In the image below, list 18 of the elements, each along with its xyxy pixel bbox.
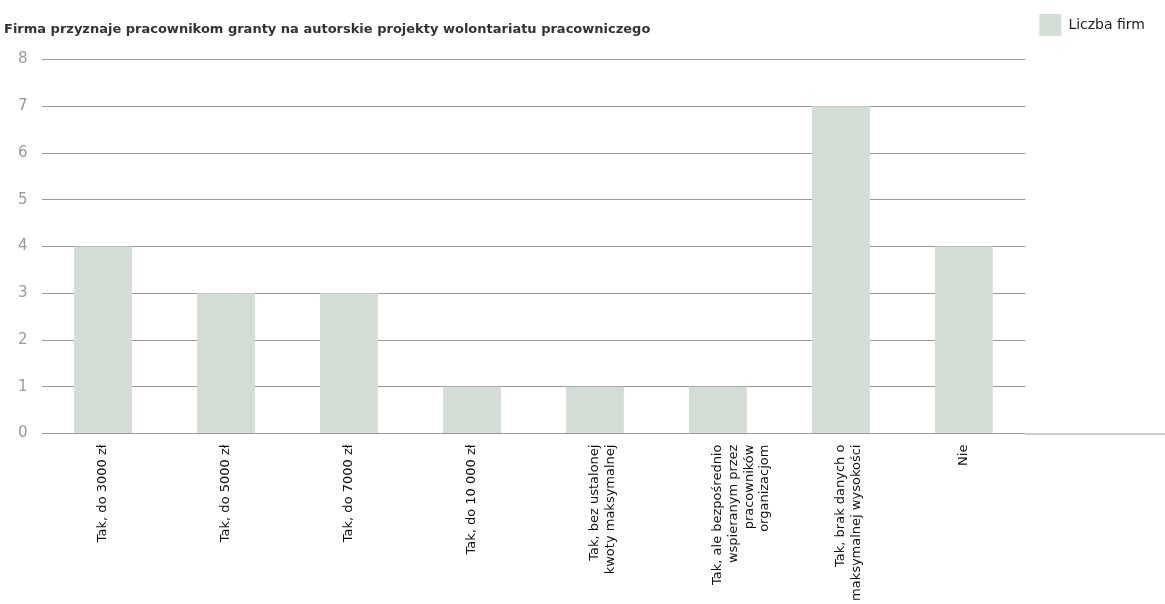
- y-tick-label: 0: [18, 423, 28, 442]
- x-tick-label: Tak, ale bezpośrednio wspieranym przez pracowników organizacjom: [709, 444, 772, 586]
- x-tick-label: Tak, bez ustalonej kwoty maksymalnej: [586, 444, 617, 575]
- x-tick-label: Nie: [955, 444, 971, 466]
- chart-title: Firma przyznaje pracownikom granty na autorskie projekty wolontariatu pracowniczego: [4, 21, 651, 37]
- y-tick-label: 5: [18, 189, 28, 208]
- y-tick-label: 8: [18, 49, 28, 68]
- y-tick-label: 7: [18, 96, 28, 115]
- y-tick-label: 2: [18, 329, 28, 348]
- x-tick-label: Tak, do 5000 zł: [217, 444, 233, 544]
- x-tick-label: Tak, do 3000 zł: [94, 444, 110, 544]
- y-tick-label: 3: [18, 283, 28, 302]
- legend-label: Liczba firm: [1068, 15, 1146, 32]
- y-tick-label: 4: [18, 236, 28, 255]
- x-tick-label: Tak, do 10 000 zł: [463, 444, 479, 556]
- y-tick-label: 6: [18, 142, 28, 161]
- x-tick-label: Tak, do 7000 zł: [340, 444, 356, 544]
- y-tick-label: 1: [18, 376, 28, 395]
